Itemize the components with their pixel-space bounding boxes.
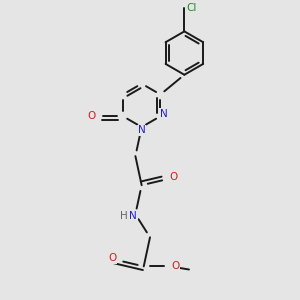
Text: H: H [120, 211, 128, 221]
Text: N: N [138, 125, 146, 135]
Text: Cl: Cl [187, 3, 197, 14]
Text: O: O [108, 253, 116, 263]
Text: N: N [160, 109, 168, 119]
Text: O: O [171, 261, 179, 272]
Text: O: O [87, 111, 95, 121]
Text: N: N [129, 211, 137, 221]
Text: O: O [169, 172, 177, 182]
